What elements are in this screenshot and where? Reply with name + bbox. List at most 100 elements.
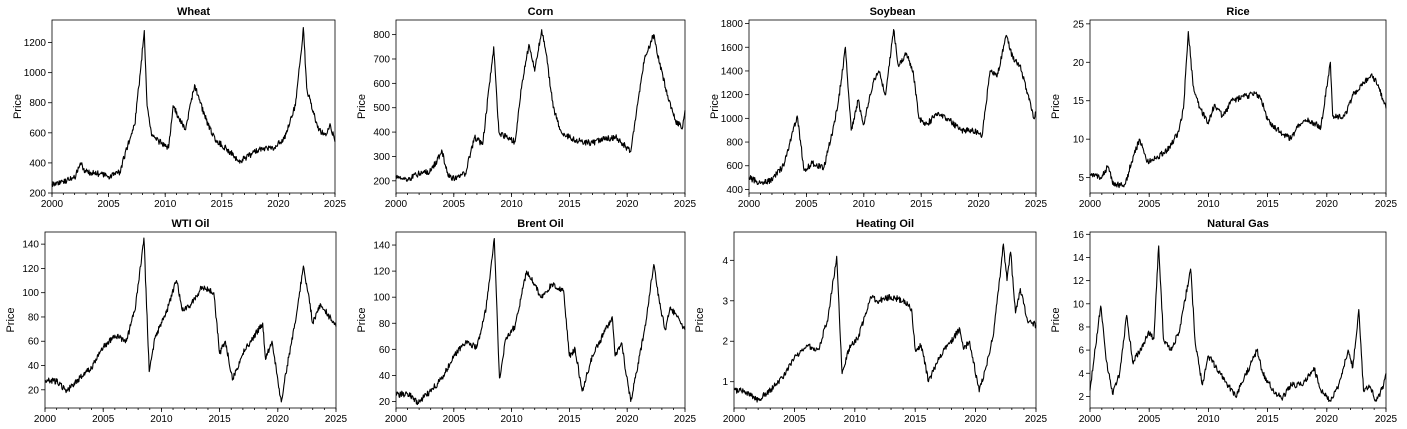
wti-oil-x-tick-label: 2025 <box>325 414 348 425</box>
wheat-y-axis-label: Price <box>12 94 24 119</box>
soybean-y-axis-label: Price <box>709 94 721 119</box>
natural-gas-price-line <box>1089 245 1387 403</box>
heating-oil-panel: Heating Oil Price 2000 2005 2010 2015 2020 2025… <box>694 218 1048 425</box>
heating-oil-x-tick-label: 2015 <box>904 414 927 425</box>
natural-gas-y-tick-label: 16 <box>1073 230 1085 241</box>
soybean-x-tick-label: 2025 <box>1025 199 1048 210</box>
wti-oil-x-tick-label: 2010 <box>150 414 173 425</box>
wheat-panel: Wheat Price 2000 2005 2010 2015 2020 2025 200 400… <box>12 6 347 210</box>
corn-chart-title: Corn <box>528 6 554 18</box>
natural-gas-y-tick-label: 4 <box>1078 369 1084 380</box>
natural-gas-y-tick-label: 2 <box>1078 392 1084 403</box>
corn-price-line <box>395 29 686 182</box>
corn-y-tick-label: 600 <box>373 79 390 90</box>
wti-oil-price-line <box>44 237 337 403</box>
wheat-chart-title: Wheat <box>177 6 210 18</box>
natural-gas-x-tick-label: 2010 <box>1197 414 1220 425</box>
soybean-y-tick-label: 400 <box>726 185 743 196</box>
rice-x-tick-label: 2025 <box>1375 199 1398 210</box>
wheat-price-line <box>51 26 336 187</box>
brent-oil-y-tick-label: 20 <box>379 397 391 408</box>
corn-y-tick-label: 200 <box>373 176 390 187</box>
corn-x-tick-label: 2000 <box>385 199 408 210</box>
heating-oil-y-tick-label: 1 <box>722 377 728 388</box>
wti-oil-panel: WTI Oil Price 2000 2005 2010 2015 2020 2025 20 40… <box>5 218 348 425</box>
rice-x-tick-label: 2015 <box>1256 199 1279 210</box>
brent-oil-x-tick-label: 2005 <box>443 414 466 425</box>
heating-oil-chart-title: Heating Oil <box>856 218 914 230</box>
corn-y-tick-label: 500 <box>373 103 390 114</box>
wheat-y-tick-label: 600 <box>29 128 46 139</box>
natural-gas-y-tick-label: 6 <box>1078 346 1084 357</box>
rice-y-tick-label: 5 <box>1078 173 1084 184</box>
wheat-y-tick-label: 1200 <box>24 38 47 49</box>
soybean-plot-frame <box>748 19 1037 194</box>
wheat-y-tick-label: 200 <box>29 189 46 200</box>
soybean-y-tick-label: 600 <box>726 161 743 172</box>
rice-x-tick-label: 2005 <box>1138 199 1161 210</box>
brent-oil-x-tick-label: 2000 <box>385 414 408 425</box>
soybean-chart-title: Soybean <box>870 6 916 18</box>
rice-y-tick-label: 20 <box>1073 58 1085 69</box>
wti-oil-y-tick-label: 20 <box>28 385 40 396</box>
heating-oil-x-tick-label: 2025 <box>1025 414 1048 425</box>
soybean-x-tick-label: 2015 <box>910 199 933 210</box>
brent-oil-x-tick-label: 2010 <box>500 414 523 425</box>
heating-oil-y-tick-label: 4 <box>722 256 728 267</box>
rice-x-tick-label: 2020 <box>1316 199 1339 210</box>
corn-y-tick-label: 400 <box>373 128 390 139</box>
rice-plot-frame <box>1089 19 1387 194</box>
corn-y-tick-label: 800 <box>373 30 390 41</box>
soybean-x-tick-label: 2005 <box>795 199 818 210</box>
wheat-x-tick-label: 2010 <box>154 199 177 210</box>
wti-oil-x-tick-label: 2015 <box>208 414 231 425</box>
natural-gas-panel: Natural Gas Price 2000 2005 2010 2015 2020 2025… <box>1050 218 1398 425</box>
wti-oil-chart-title: WTI Oil <box>172 218 210 230</box>
wti-oil-x-tick-label: 2000 <box>34 414 57 425</box>
brent-oil-y-tick-label: 120 <box>373 267 390 278</box>
corn-x-tick-label: 2005 <box>443 199 466 210</box>
brent-oil-panel: Brent Oil Price 2000 2005 2010 2015 2020 2025 20… <box>356 218 697 425</box>
heating-oil-plot-frame <box>733 231 1037 409</box>
heating-oil-x-tick-label: 2005 <box>783 414 806 425</box>
brent-oil-y-tick-label: 100 <box>373 293 390 304</box>
soybean-y-tick-label: 1200 <box>721 90 744 101</box>
wheat-x-tick-label: 2015 <box>211 199 234 210</box>
brent-oil-y-tick-label: 80 <box>379 319 391 330</box>
natural-gas-x-tick-label: 2000 <box>1079 414 1102 425</box>
corn-x-tick-label: 2020 <box>616 199 639 210</box>
wti-oil-x-tick-label: 2020 <box>267 414 290 425</box>
soybean-x-tick-label: 2010 <box>853 199 876 210</box>
soybean-y-tick-label: 800 <box>726 138 743 149</box>
rice-price-line <box>1089 30 1387 189</box>
rice-y-tick-label: 25 <box>1073 19 1085 30</box>
soybean-y-tick-label: 1800 <box>721 19 744 30</box>
heating-oil-price-line <box>733 243 1037 403</box>
wti-oil-y-tick-label: 120 <box>22 264 39 275</box>
wti-oil-y-tick-label: 100 <box>22 288 39 299</box>
wheat-x-tick-label: 2005 <box>97 199 120 210</box>
wti-oil-y-tick-label: 140 <box>22 240 39 251</box>
wheat-plot-frame <box>51 19 336 194</box>
wheat-x-tick-label: 2000 <box>41 199 64 210</box>
heating-oil-y-axis-label: Price <box>694 307 706 332</box>
brent-oil-y-tick-label: 140 <box>373 241 390 252</box>
heating-oil-y-tick-label: 2 <box>722 337 728 348</box>
wheat-x-tick-label: 2025 <box>324 199 347 210</box>
corn-x-tick-label: 2010 <box>500 199 523 210</box>
natural-gas-y-axis-label: Price <box>1050 307 1062 332</box>
brent-oil-y-tick-label: 60 <box>379 345 391 356</box>
rice-y-axis-label: Price <box>1050 94 1062 119</box>
natural-gas-chart-title: Natural Gas <box>1207 218 1269 230</box>
wheat-x-tick-label: 2020 <box>267 199 290 210</box>
brent-oil-x-tick-label: 2025 <box>674 414 697 425</box>
brent-oil-chart-title: Brent Oil <box>517 218 563 230</box>
rice-y-tick-label: 10 <box>1073 135 1085 146</box>
natural-gas-y-tick-label: 8 <box>1078 322 1084 333</box>
natural-gas-x-tick-label: 2020 <box>1316 414 1339 425</box>
heating-oil-x-tick-label: 2020 <box>964 414 987 425</box>
brent-oil-x-tick-label: 2020 <box>616 414 639 425</box>
brent-oil-y-tick-label: 40 <box>379 371 391 382</box>
corn-y-tick-label: 700 <box>373 54 390 65</box>
